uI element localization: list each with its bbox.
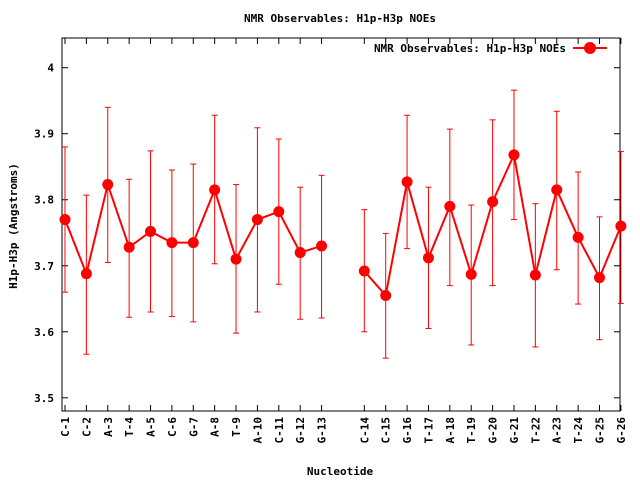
x-tick-label: A-5 (145, 417, 158, 437)
data-point (444, 200, 456, 212)
x-tick-label: A-18 (444, 417, 457, 444)
legend: NMR Observables: H1p-H3p NOEs (374, 42, 607, 55)
x-tick-label: A-10 (251, 417, 264, 444)
data-point (145, 225, 157, 237)
data-point (59, 214, 71, 226)
x-tick-label: T-19 (465, 417, 478, 444)
x-tick-label: G-21 (508, 417, 521, 444)
x-tick-label: A-8 (209, 417, 222, 437)
x-tick-label: A-3 (102, 417, 115, 437)
data-point (422, 252, 434, 264)
x-axis-label: Nucleotide (307, 465, 374, 478)
data-point (316, 240, 328, 252)
y-tick-label: 3.5 (34, 392, 54, 405)
data-point (123, 241, 135, 253)
y-tick-label: 3.7 (34, 260, 54, 273)
x-tick-label: G-25 (594, 417, 607, 444)
data-point (401, 176, 413, 188)
x-tick-label: G-16 (401, 417, 414, 444)
x-tick-label: C-11 (273, 417, 286, 444)
data-point (102, 179, 114, 191)
data-point (594, 272, 605, 284)
y-tick-label: 4 (47, 62, 54, 75)
x-tick-label: T-17 (422, 417, 435, 444)
data-point (230, 253, 242, 265)
x-tick-label: C-14 (358, 417, 371, 444)
data-point (251, 214, 263, 226)
x-tick-label: C-15 (380, 417, 393, 444)
y-tick-label: 3.8 (34, 194, 54, 207)
data-point (294, 247, 306, 259)
x-tick-label: T-4 (123, 417, 136, 437)
data-point (273, 206, 285, 218)
data-point (209, 184, 221, 196)
data-point (551, 184, 563, 196)
x-tick-label: G-26 (615, 417, 628, 444)
legend-marker (584, 42, 596, 54)
data-point (80, 268, 92, 280)
y-tick-label: 3.9 (34, 128, 54, 141)
x-tick-label: C-1 (59, 417, 72, 437)
data-point (572, 231, 584, 243)
data-point (166, 237, 178, 249)
x-tick-label: G-7 (187, 417, 200, 437)
y-tick-label: 3.6 (34, 326, 54, 339)
x-tick-label: C-2 (80, 417, 93, 437)
data-point (465, 268, 477, 280)
data-point (487, 196, 499, 208)
data-point (187, 237, 199, 249)
y-axis-label: H1p-H3p (Angstroms) (7, 163, 20, 289)
legend-label: NMR Observables: H1p-H3p NOEs (374, 42, 566, 55)
data-point (380, 289, 392, 301)
x-tick-label: T-9 (230, 417, 243, 437)
data-point (529, 269, 541, 281)
plot-frame (61, 37, 621, 412)
x-tick-label: G-12 (294, 417, 307, 444)
data-point (615, 220, 627, 232)
x-tick-label: C-6 (166, 417, 179, 437)
x-tick-label: T-24 (572, 417, 585, 444)
chart-title: NMR Observables: H1p-H3p NOEs (244, 12, 436, 25)
plot-area: 3.5 3.6 3.7 3.8 3.9 4 C-1 C-2 A-3 T-4 A-5 C-6 G-7 A-8… (34, 37, 628, 444)
x-tick-label: G-13 (316, 417, 329, 444)
data-point (358, 265, 370, 277)
data-point (508, 149, 520, 161)
x-tick-label: A-23 (551, 417, 564, 444)
x-tick-label: G-20 (487, 417, 500, 444)
x-tick-label: T-22 (529, 417, 542, 444)
